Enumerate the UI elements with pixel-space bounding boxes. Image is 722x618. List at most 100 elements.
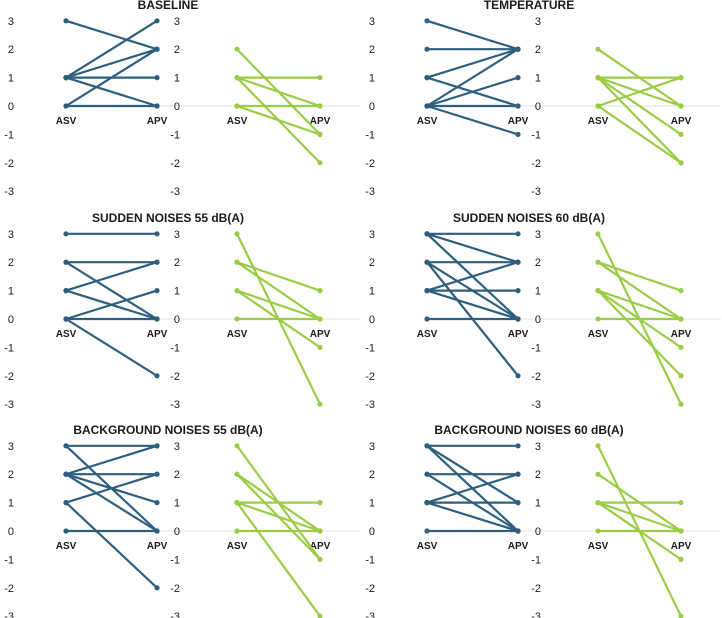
y-tick-label: 1	[8, 286, 14, 298]
left-series-point	[515, 131, 521, 137]
y-tick-label: -1	[170, 129, 180, 141]
x-category-label: APV	[310, 541, 331, 552]
left-series-point	[424, 528, 430, 534]
y-tick-label: -2	[531, 371, 541, 383]
y-tick-label: -3	[4, 611, 14, 618]
left-series-line	[425, 104, 520, 136]
x-category-label: APV	[508, 541, 529, 552]
right-series-point	[234, 46, 240, 52]
y-tick-label: 2	[174, 44, 180, 56]
panel-title: BACKGROUND NOISES 60 dB(A)	[434, 423, 623, 437]
x-category-label: ASV	[56, 116, 77, 127]
y-tick-label: 2	[369, 257, 375, 269]
x-category-label: APV	[671, 329, 692, 340]
panel-title: SUDDEN NOISES 60 dB(A)	[453, 211, 605, 225]
y-tick-label: 0	[369, 314, 375, 326]
left-series-point	[63, 259, 69, 265]
x-category-label: APV	[508, 329, 529, 340]
left-series-point	[154, 18, 160, 24]
y-tick-label: -3	[365, 399, 375, 411]
y-tick-label: 2	[535, 469, 541, 481]
y-tick-label: 0	[8, 101, 14, 113]
left-series-point	[515, 46, 521, 52]
right-series-point	[595, 75, 601, 81]
left-series-point	[63, 75, 69, 81]
right-series-point	[234, 288, 240, 294]
left-series-point	[63, 500, 69, 506]
left-series-line	[64, 501, 159, 589]
x-category-label: ASV	[227, 541, 248, 552]
y-tick-label: 3	[535, 229, 541, 241]
right-series-point	[595, 259, 601, 265]
x-category-label: ASV	[417, 541, 438, 552]
left-series-line	[64, 289, 159, 321]
right-series-point	[317, 613, 323, 618]
y-tick-label: -1	[531, 342, 541, 354]
right-series-point	[678, 500, 684, 506]
x-category-label: APV	[310, 116, 331, 127]
left-series-line	[425, 19, 520, 51]
right-series-point	[678, 528, 684, 534]
x-category-label: APV	[147, 329, 168, 340]
right-series-point	[234, 103, 240, 109]
right-series-point	[678, 131, 684, 137]
right-series-point	[595, 46, 601, 52]
y-tick-label: 3	[8, 229, 14, 241]
y-tick-label: 3	[174, 229, 180, 241]
panel-title: BACKGROUND NOISES 55 dB(A)	[73, 423, 262, 437]
right-series-point	[678, 160, 684, 166]
right-series-point	[678, 613, 684, 618]
y-tick-label: 1	[369, 498, 375, 510]
chart-panel: BACKGROUND NOISES 60 dB(A) 3 2 1 0 -1 -2 -3 3 2 1 0…	[365, 423, 721, 618]
y-tick-label: -2	[170, 158, 180, 170]
y-tick-label: 3	[369, 441, 375, 453]
x-category-label: ASV	[417, 329, 438, 340]
right-series-line	[596, 261, 683, 292]
left-series-point	[424, 288, 430, 294]
right-series-point	[595, 316, 601, 322]
y-tick-label: 3	[535, 441, 541, 453]
left-series-point	[63, 316, 69, 322]
y-tick-label: 3	[174, 441, 180, 453]
right-series-point	[678, 344, 684, 350]
y-tick-label: -3	[531, 399, 541, 411]
y-tick-label: 0	[369, 101, 375, 113]
y-tick-label: -2	[170, 371, 180, 383]
right-series-point	[317, 344, 323, 350]
y-tick-label: -3	[531, 611, 541, 618]
right-series-line	[596, 501, 683, 533]
right-series-point	[317, 500, 323, 506]
left-series-line	[64, 76, 159, 108]
left-series-line	[64, 473, 159, 533]
left-series-point	[154, 231, 160, 237]
y-tick-label: 0	[174, 101, 180, 113]
y-tick-label: 2	[8, 257, 14, 269]
right-series-point	[317, 528, 323, 534]
chart-panel: SUDDEN NOISES 55 dB(A) 3 2 1 0 -1 -2 -3 3 2 1 0 -1 -2…	[4, 211, 360, 411]
y-tick-label: -1	[4, 342, 14, 354]
left-series-point	[63, 443, 69, 449]
left-series-line	[64, 473, 159, 504]
right-series-line	[235, 104, 322, 136]
y-tick-label: 2	[535, 44, 541, 56]
left-series-point	[515, 443, 521, 449]
left-series-point	[424, 103, 430, 109]
y-tick-label: 1	[369, 73, 375, 85]
y-tick-label: 3	[369, 229, 375, 241]
right-series-point	[234, 231, 240, 237]
x-category-label: ASV	[227, 116, 248, 127]
left-series-point	[515, 259, 521, 265]
right-series-line	[596, 289, 683, 321]
right-series-point	[678, 316, 684, 322]
y-tick-label: -3	[4, 399, 14, 411]
right-series-point	[678, 75, 684, 81]
right-series-line	[235, 261, 322, 292]
right-series-point	[234, 75, 240, 81]
y-tick-label: 0	[174, 526, 180, 538]
left-series-point	[154, 75, 160, 81]
y-tick-label: 2	[535, 257, 541, 269]
y-tick-label: 1	[174, 73, 180, 85]
left-series-point	[63, 471, 69, 477]
left-series-line	[64, 317, 159, 377]
right-series-point	[678, 288, 684, 294]
